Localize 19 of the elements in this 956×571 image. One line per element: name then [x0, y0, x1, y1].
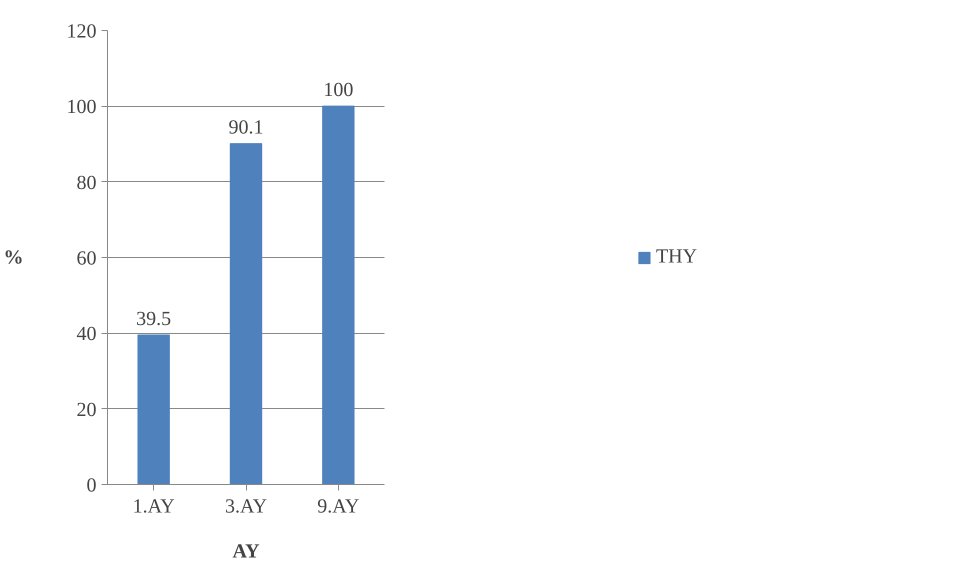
y-tick-label: 20	[76, 398, 96, 421]
bar	[230, 143, 262, 484]
data-label: 90.1	[228, 116, 264, 139]
bar	[137, 334, 170, 484]
x-tick-label: 1.AY	[132, 496, 175, 518]
y-tick-label: 60	[76, 248, 96, 270]
x-tick-label: 3.AY	[224, 496, 268, 518]
y-tick-label: 120	[66, 20, 96, 42]
legend-label: THY	[656, 246, 698, 268]
x-tick-label: 9.AY	[317, 496, 360, 518]
y-tick-label: 100	[66, 96, 96, 118]
data-label: 39.5	[136, 308, 172, 330]
y-tick-label: 40	[76, 323, 96, 346]
data-label: 100	[323, 79, 354, 102]
x-axis-title: AY	[232, 540, 260, 562]
y-tick-label: 0	[86, 474, 96, 496]
y-axis-title: %	[4, 246, 24, 268]
bar	[322, 106, 355, 484]
y-tick-label: 80	[76, 172, 96, 194]
